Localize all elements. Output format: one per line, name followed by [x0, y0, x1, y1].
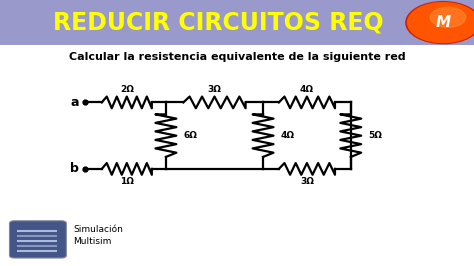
- Text: b: b: [71, 163, 79, 175]
- FancyBboxPatch shape: [0, 0, 474, 45]
- Text: 3Ω: 3Ω: [208, 85, 221, 94]
- Text: M: M: [436, 15, 451, 30]
- Text: 2Ω: 2Ω: [120, 85, 134, 94]
- Text: 4Ω: 4Ω: [300, 85, 314, 94]
- Circle shape: [408, 3, 474, 43]
- Text: 3Ω: 3Ω: [300, 177, 314, 186]
- Text: REDUCIR CIRCUITOS REQ: REDUCIR CIRCUITOS REQ: [53, 11, 383, 35]
- Text: Simulación
Multisim: Simulación Multisim: [73, 225, 123, 246]
- Text: 5Ω: 5Ω: [368, 131, 383, 140]
- FancyBboxPatch shape: [0, 45, 474, 266]
- Text: 6Ω: 6Ω: [183, 131, 198, 140]
- Text: a: a: [71, 96, 79, 109]
- Text: 1Ω: 1Ω: [120, 177, 134, 186]
- Text: 4Ω: 4Ω: [281, 131, 295, 140]
- FancyBboxPatch shape: [9, 221, 66, 258]
- Circle shape: [430, 7, 465, 27]
- Circle shape: [406, 2, 474, 44]
- Text: Calcular la resistencia equivalente de la siguiente red: Calcular la resistencia equivalente de l…: [69, 52, 405, 62]
